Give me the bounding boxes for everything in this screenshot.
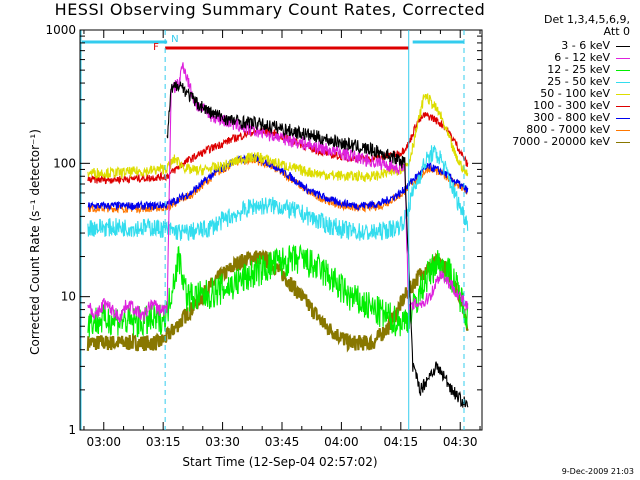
x-axis-label: Start Time (12-Sep-04 02:57:02) (182, 455, 378, 469)
series-line (86, 249, 469, 353)
legend-swatch (616, 129, 630, 131)
legend-entry: 800 - 7000 keV (470, 124, 630, 136)
x-tick-label: 03:30 (205, 435, 240, 449)
legend-label: 3 - 6 keV (561, 39, 610, 52)
legend-header: Det 1,3,4,5,6,9, Att 0 (490, 14, 630, 38)
series-line (87, 62, 469, 324)
legend-label: 300 - 800 keV (533, 111, 610, 124)
x-tick-label: 04:00 (324, 435, 359, 449)
legend-swatch (616, 93, 630, 95)
legend-entry: 6 - 12 keV (470, 52, 630, 64)
plot-frame (79, 29, 483, 431)
y-axis-label: Corrected Count Rate (s⁻¹ detector⁻¹) (28, 129, 42, 355)
legend-label: 800 - 7000 keV (526, 123, 610, 136)
legend-entry: 50 - 100 keV (470, 88, 630, 100)
x-tick-label: 04:15 (384, 435, 419, 449)
legend-entry: 300 - 800 keV (470, 112, 630, 124)
series-line (87, 112, 469, 185)
legend-swatch (616, 69, 630, 71)
legend-label: 6 - 12 keV (554, 51, 610, 64)
legend: 3 - 6 keV 6 - 12 keV 12 - 25 keV 25 - 50… (470, 40, 630, 148)
legend-swatch (616, 81, 630, 83)
flare-flag-label: F (153, 42, 159, 53)
legend-label: 100 - 300 keV (533, 99, 610, 112)
x-tick-label: 03:00 (86, 435, 121, 449)
series-line (87, 154, 469, 212)
legend-entry: 12 - 25 keV (470, 64, 630, 76)
series-line (87, 145, 469, 241)
series-line (87, 243, 469, 338)
y-tick-label: 1 (68, 423, 76, 437)
legend-label: 12 - 25 keV (547, 63, 610, 76)
series-line (166, 81, 469, 408)
legend-header-line-1: Det 1,3,4,5,6,9, (543, 13, 630, 26)
legend-entry: 25 - 50 keV (470, 76, 630, 88)
legend-swatch (616, 117, 630, 119)
footer-date: 9-Dec-2009 21:03 (561, 467, 634, 476)
x-tick-label: 03:45 (265, 435, 300, 449)
legend-entry: 3 - 6 keV (470, 40, 630, 52)
legend-swatch (616, 45, 630, 47)
legend-entry: 7000 - 20000 keV (470, 136, 630, 148)
y-tick-label: 1000 (45, 23, 76, 37)
night-flag-label: N (171, 34, 178, 45)
legend-header-line-2: Att 0 (603, 25, 630, 38)
y-tick-label: 100 (53, 156, 76, 170)
legend-label: 7000 - 20000 keV (512, 135, 610, 148)
x-tick-label: 03:15 (146, 435, 181, 449)
legend-swatch (616, 141, 630, 143)
x-tick-label: 04:30 (443, 435, 478, 449)
legend-swatch (616, 57, 630, 59)
legend-swatch (616, 105, 630, 107)
legend-label: 25 - 50 keV (547, 75, 610, 88)
y-tick-label: 10 (61, 290, 76, 304)
chart-title: HESSI Observing Summary Count Rates, Cor… (54, 0, 486, 19)
legend-label: 50 - 100 keV (540, 87, 610, 100)
legend-entry: 100 - 300 keV (470, 100, 630, 112)
